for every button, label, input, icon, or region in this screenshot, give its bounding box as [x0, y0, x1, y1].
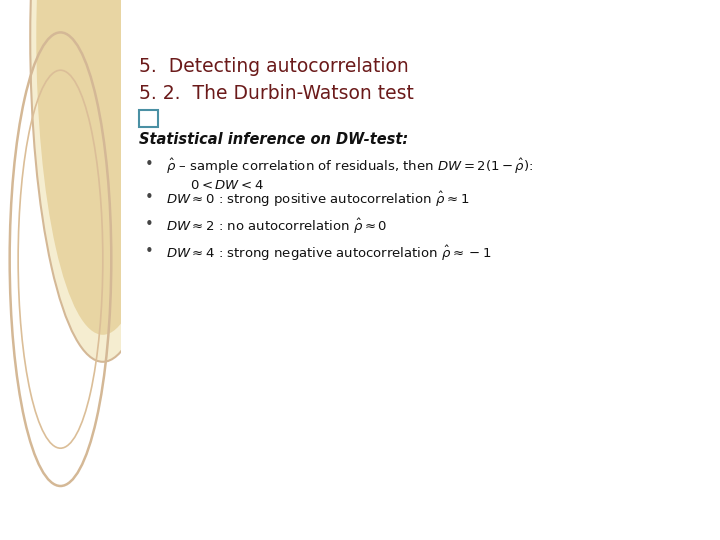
Text: $0 < DW < 4$: $0 < DW < 4$ — [190, 179, 264, 192]
Text: 5. 2.  The Durbin-Watson test: 5. 2. The Durbin-Watson test — [139, 84, 414, 103]
Text: $DW \approx 2$ : no autocorrelation $\hat{\rho} \approx 0$: $DW \approx 2$ : no autocorrelation $\ha… — [166, 217, 387, 236]
Text: $\hat{\rho}$ – sample correlation of residuals, then $DW = 2(1 - \hat{\rho})$:: $\hat{\rho}$ – sample correlation of res… — [166, 157, 534, 176]
Text: Statistical inference on DW-test:: Statistical inference on DW-test: — [139, 132, 408, 147]
Text: •: • — [145, 217, 153, 232]
Text: $DW \approx 4$ : strong negative autocorrelation $\hat{\rho} \approx -1$: $DW \approx 4$ : strong negative autocor… — [166, 244, 492, 263]
Circle shape — [36, 0, 169, 335]
Text: •: • — [145, 190, 153, 205]
Text: •: • — [145, 244, 153, 259]
Text: 5.  Detecting autocorrelation: 5. Detecting autocorrelation — [139, 57, 409, 76]
Text: $DW \approx 0$ : strong positive autocorrelation $\hat{\rho} \approx 1$: $DW \approx 0$ : strong positive autocor… — [166, 190, 469, 209]
Text: •: • — [145, 157, 153, 172]
Circle shape — [30, 0, 176, 362]
